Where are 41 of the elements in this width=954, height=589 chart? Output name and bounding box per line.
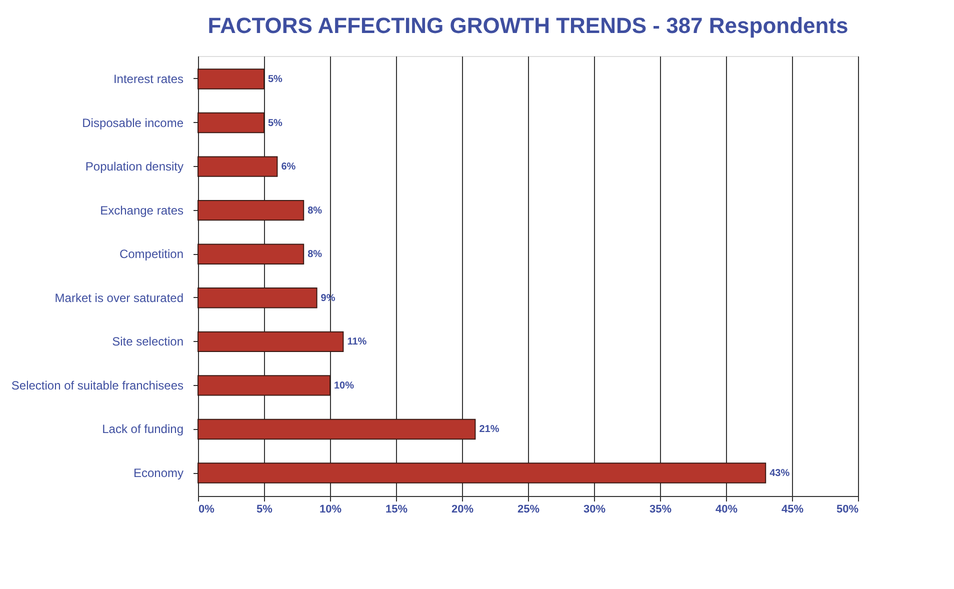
y-tick-label: Population density	[85, 160, 184, 174]
x-tick-label: 25%	[517, 504, 540, 516]
data-label: 5%	[268, 74, 283, 85]
y-tick-label: Exchange rates	[100, 203, 184, 218]
y-tick-label: Lack of funding	[102, 422, 184, 436]
y-tick-label: Competition	[119, 247, 184, 262]
bar	[198, 418, 476, 440]
bar	[198, 68, 264, 90]
y-tick-label: Selection of suitable franchisees	[11, 378, 184, 392]
x-tick-label: 40%	[715, 504, 738, 516]
data-label: 43%	[770, 468, 790, 480]
data-label: 21%	[479, 424, 500, 436]
y-tick-label: Disposable income	[82, 116, 184, 130]
data-label: 8%	[308, 249, 322, 260]
bar	[198, 244, 304, 264]
y-tick-label: Interest rates	[113, 72, 184, 86]
y-tick-label: Site selection	[112, 334, 184, 349]
bar	[198, 331, 344, 352]
data-label: 8%	[308, 205, 322, 216]
y-tick-label: Market is over saturated	[54, 290, 184, 305]
x-tick-label: 0%	[198, 504, 215, 516]
bar	[198, 462, 766, 484]
x-tick-label: 10%	[319, 504, 342, 516]
x-tick-label: 30%	[583, 504, 606, 516]
x-tick-label: 20%	[451, 504, 474, 516]
x-tick-label: 5%	[256, 504, 273, 516]
data-label: 6%	[281, 162, 296, 173]
x-tick-label: 35%	[649, 504, 672, 516]
bar	[198, 112, 264, 134]
x-tick-label: 15%	[385, 504, 408, 516]
chart-title: FACTORS AFFECTING GROWTH TRENDS - 387 Respondents	[208, 13, 848, 38]
bar	[198, 375, 330, 396]
data-label: 5%	[268, 118, 283, 129]
bar	[198, 156, 278, 177]
x-tick-label: 45%	[781, 504, 804, 516]
data-label: 11%	[347, 336, 367, 348]
x-tick-label: 50%	[836, 504, 859, 516]
data-label: 10%	[334, 380, 354, 392]
y-tick-label: Economy	[133, 466, 184, 480]
bar	[198, 288, 318, 308]
bar	[198, 200, 304, 221]
